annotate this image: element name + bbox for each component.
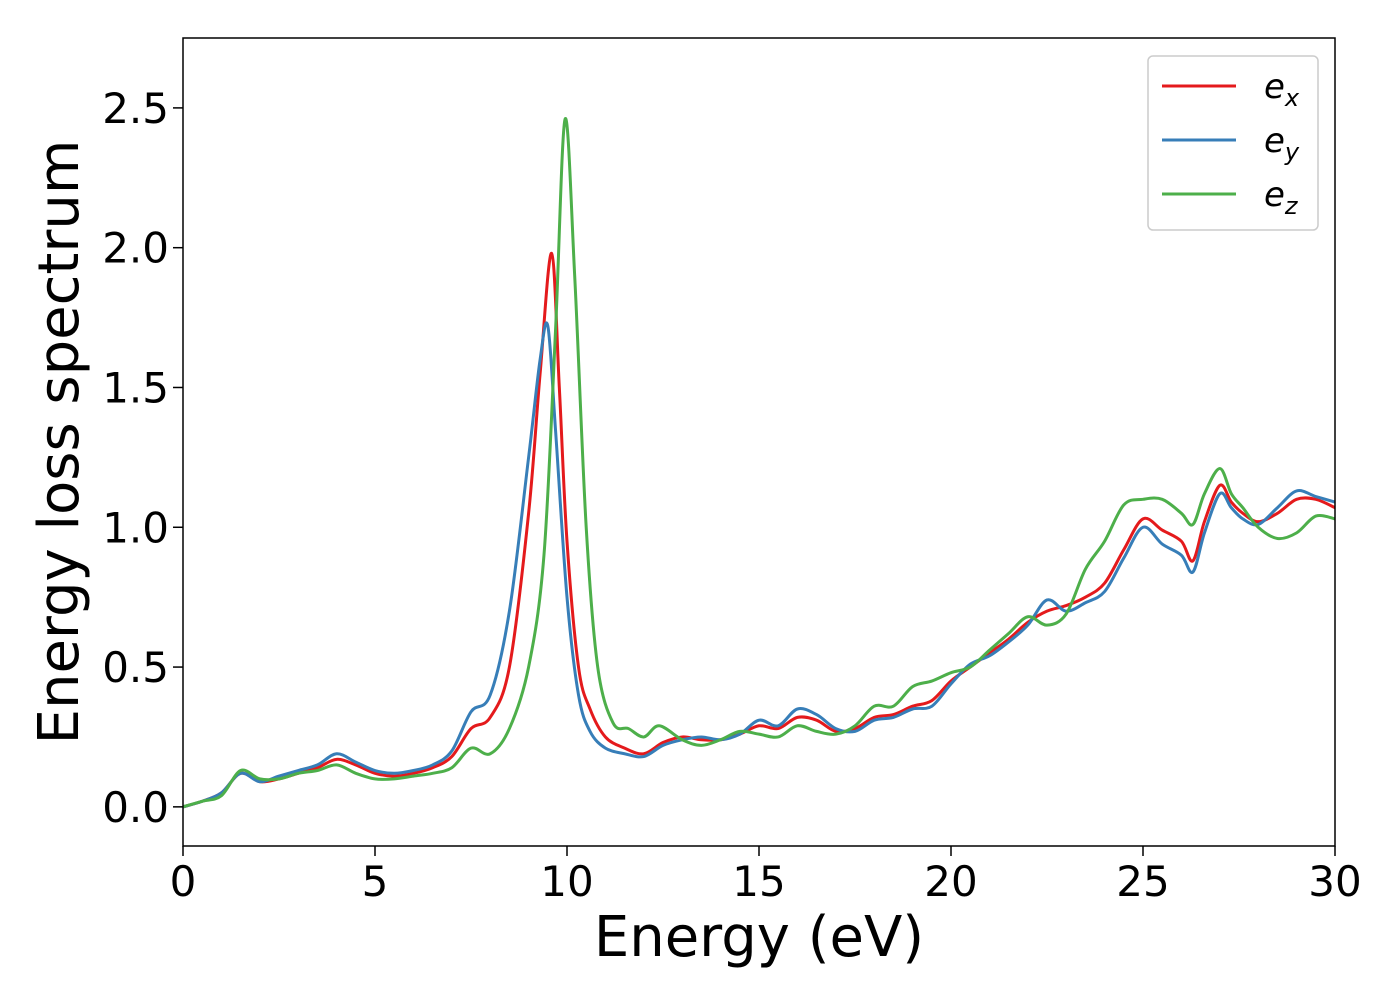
x-tick-label: 5 bbox=[362, 857, 389, 906]
legend-label: ez bbox=[1264, 175, 1299, 220]
legend-label: ey bbox=[1264, 121, 1300, 166]
x-tick-label: 20 bbox=[924, 857, 977, 906]
legend-box bbox=[1147, 55, 1319, 231]
legend-item: ey bbox=[1162, 121, 1300, 166]
x-tick-label: 25 bbox=[1116, 857, 1169, 906]
series-line-e-z bbox=[183, 117, 1335, 809]
legend-label-subscript: y bbox=[1284, 138, 1300, 166]
series-lines bbox=[183, 117, 1335, 809]
x-tick-label: 10 bbox=[540, 857, 593, 906]
x-tick-label: 15 bbox=[732, 857, 785, 906]
y-tick-label: 1.5 bbox=[102, 363, 169, 412]
x-axis-label: Energy (eV) bbox=[594, 905, 924, 970]
x-tick-label: 0 bbox=[170, 857, 197, 906]
y-tick-label: 2.0 bbox=[102, 224, 169, 273]
legend-label-subscript: x bbox=[1284, 84, 1300, 112]
plot-area bbox=[183, 117, 1335, 809]
legend-label-base: e bbox=[1264, 121, 1285, 161]
series-line-e-y bbox=[183, 321, 1335, 809]
legend-label-base: e bbox=[1264, 67, 1285, 107]
legend-label: ex bbox=[1264, 67, 1300, 112]
y-tick-label: 2.5 bbox=[102, 84, 169, 133]
y-tick-label: 0.5 bbox=[102, 643, 169, 692]
series-line-e-x bbox=[183, 251, 1335, 809]
legend-label-base: e bbox=[1264, 175, 1285, 215]
y-tick-label: 1.0 bbox=[102, 503, 169, 552]
legend-item: ex bbox=[1162, 67, 1300, 112]
legend-item: ez bbox=[1162, 175, 1299, 220]
y-axis-label: Energy loss spectrum bbox=[27, 140, 92, 745]
y-tick-label: 0.0 bbox=[102, 783, 169, 832]
x-tick-label: 30 bbox=[1308, 857, 1361, 906]
legend-label-subscript: z bbox=[1284, 192, 1299, 220]
axes: 0 5 10 15 20 25 30 0.0 0.5 1.0 1.5 2.0 2.5 bbox=[102, 37, 1362, 906]
